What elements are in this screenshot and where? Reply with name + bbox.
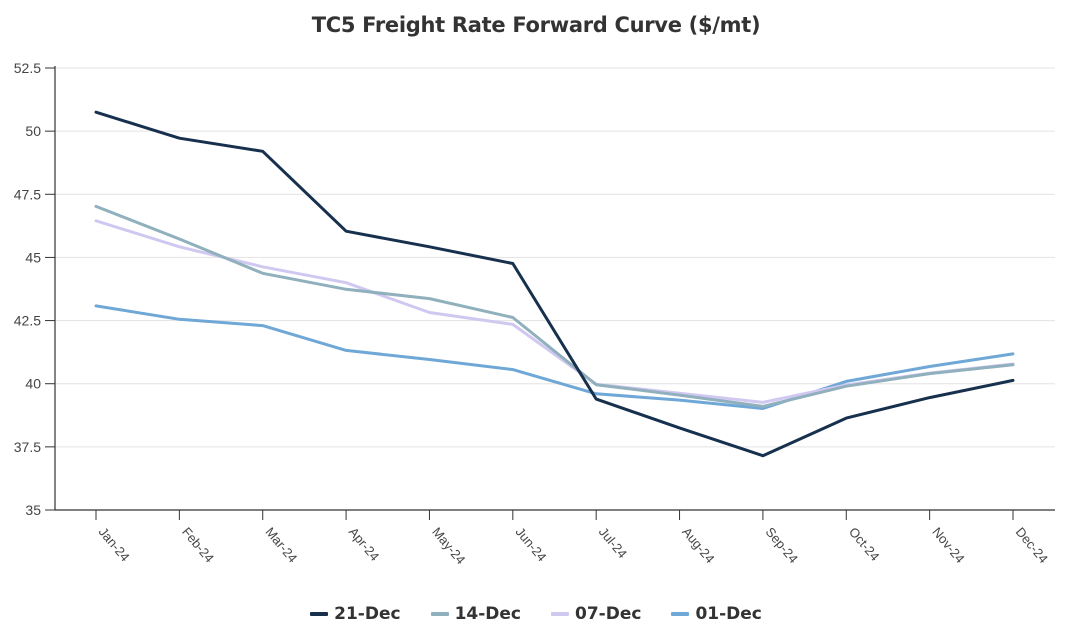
x-tick-label: Apr-24 bbox=[346, 524, 383, 564]
x-axis-ticks: Jan-24 Feb-24 Mar-24 Apr-24 May-24 Jun-24 Jul-… bbox=[95, 510, 1051, 567]
legend-item[interactable]: 21-Dec bbox=[310, 604, 401, 624]
x-tick-label: Nov-24 bbox=[929, 524, 967, 566]
legend-swatch bbox=[310, 612, 329, 616]
chart-title: TC5 Freight Rate Forward Curve ($/mt) bbox=[311, 13, 761, 37]
x-tick-label: Mar-24 bbox=[262, 524, 300, 565]
y-tick-label: 42.5 bbox=[14, 313, 41, 329]
y-axis-ticks: 35 37.5 40 42.5 45 47.5 50 52.5 bbox=[14, 60, 55, 518]
legend-swatch bbox=[671, 612, 690, 616]
axes bbox=[54, 66, 1055, 511]
y-tick-label: 47.5 bbox=[14, 186, 41, 202]
legend-label: 07-Dec bbox=[575, 604, 642, 624]
y-tick-label: 50 bbox=[25, 123, 41, 139]
series-lines bbox=[94, 110, 1015, 458]
x-tick-label: Feb-24 bbox=[179, 524, 217, 565]
x-tick-label: Jan-24 bbox=[96, 524, 133, 564]
legend-swatch bbox=[430, 612, 449, 616]
x-tick-label: Jul-24 bbox=[596, 524, 630, 561]
legend-label: 14-Dec bbox=[454, 604, 521, 624]
x-tick-label: Aug-24 bbox=[679, 524, 717, 566]
x-tick-label: Oct-24 bbox=[846, 524, 883, 564]
y-tick-label: 35 bbox=[25, 502, 41, 518]
x-tick-label: Jun-24 bbox=[513, 524, 550, 564]
legend-label: 01-Dec bbox=[695, 604, 762, 624]
series-line-01-dec bbox=[94, 304, 1015, 410]
x-tick-label: Sep-24 bbox=[763, 524, 801, 566]
y-tick-label: 52.5 bbox=[14, 60, 41, 76]
series-line-21-dec bbox=[94, 110, 1015, 458]
y-tick-label: 37.5 bbox=[14, 439, 41, 455]
legend-item[interactable]: 01-Dec bbox=[671, 604, 762, 624]
line-chart: 35 37.5 40 42.5 45 47.5 50 52.5 Jan-24 Feb-24 Mar… bbox=[14, 60, 1055, 567]
y-tick-label: 45 bbox=[25, 249, 41, 265]
x-tick-label: May-24 bbox=[429, 524, 468, 567]
y-tick-label: 40 bbox=[25, 376, 41, 392]
series-line-14-dec bbox=[94, 204, 1015, 408]
legend-label: 21-Dec bbox=[334, 604, 401, 624]
legend-swatch bbox=[551, 612, 569, 616]
x-tick-label: Dec-24 bbox=[1013, 524, 1051, 566]
legend-item[interactable]: 07-Dec bbox=[551, 604, 641, 624]
legend-item[interactable]: 14-Dec bbox=[430, 604, 521, 624]
legend: 21-Dec 14-Dec 07-Dec 01-Dec bbox=[0, 604, 1072, 624]
gridlines bbox=[55, 67, 1055, 448]
